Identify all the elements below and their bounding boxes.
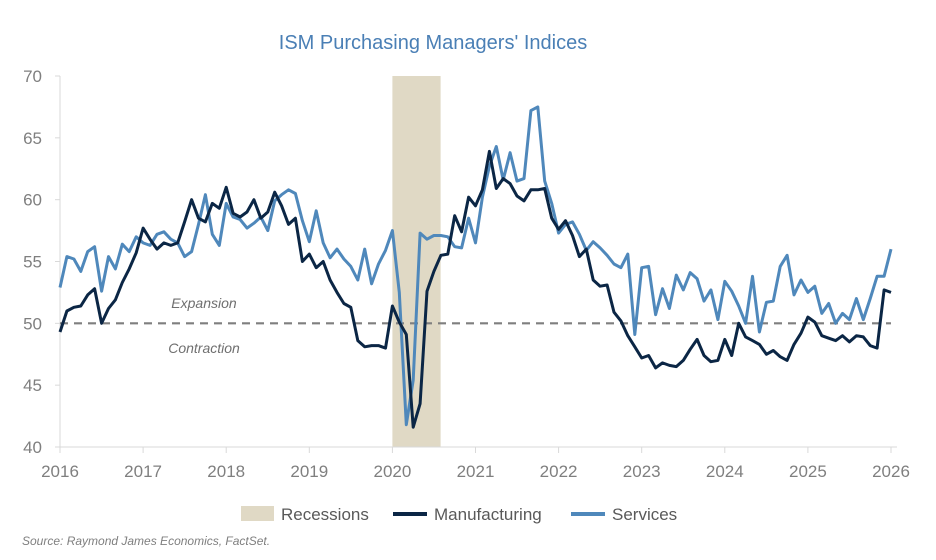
series-line-services [58, 105, 893, 427]
y-tick-label: 65 [23, 129, 42, 148]
x-tick-label: 2016 [41, 462, 79, 481]
expansion-label: Expansion [171, 295, 237, 311]
x-tick-label: 2021 [457, 462, 495, 481]
x-tick-label: 2024 [706, 462, 744, 481]
y-tick-label: 50 [23, 314, 42, 333]
x-tick-label: 2025 [789, 462, 827, 481]
legend: Recessions Manufacturing Services [241, 505, 677, 524]
legend-swatch-recessions [241, 506, 274, 521]
x-tick-label: 2026 [872, 462, 910, 481]
legend-label-manufacturing: Manufacturing [434, 505, 542, 524]
x-tick-label: 2017 [124, 462, 162, 481]
y-tick-label: 55 [23, 253, 42, 272]
chart-title: ISM Purchasing Managers' Indices [279, 32, 587, 54]
y-tick-label: 60 [23, 191, 42, 210]
source-note: Source: Raymond James Economics, FactSet… [22, 534, 270, 548]
x-tick-label: 2023 [623, 462, 661, 481]
recession-band [392, 76, 441, 447]
y-tick-label: 70 [23, 67, 42, 86]
series-line-manufacturing [58, 149, 892, 429]
legend-label-recessions: Recessions [281, 505, 369, 524]
y-tick-label: 40 [23, 438, 42, 457]
x-tick-label: 2019 [290, 462, 328, 481]
x-tick-label: 2018 [207, 462, 245, 481]
x-tick-label: 2020 [373, 462, 411, 481]
contraction-label: Contraction [168, 340, 240, 356]
y-tick-label: 45 [23, 376, 42, 395]
x-tick-label: 2022 [540, 462, 578, 481]
legend-label-services: Services [612, 505, 677, 524]
